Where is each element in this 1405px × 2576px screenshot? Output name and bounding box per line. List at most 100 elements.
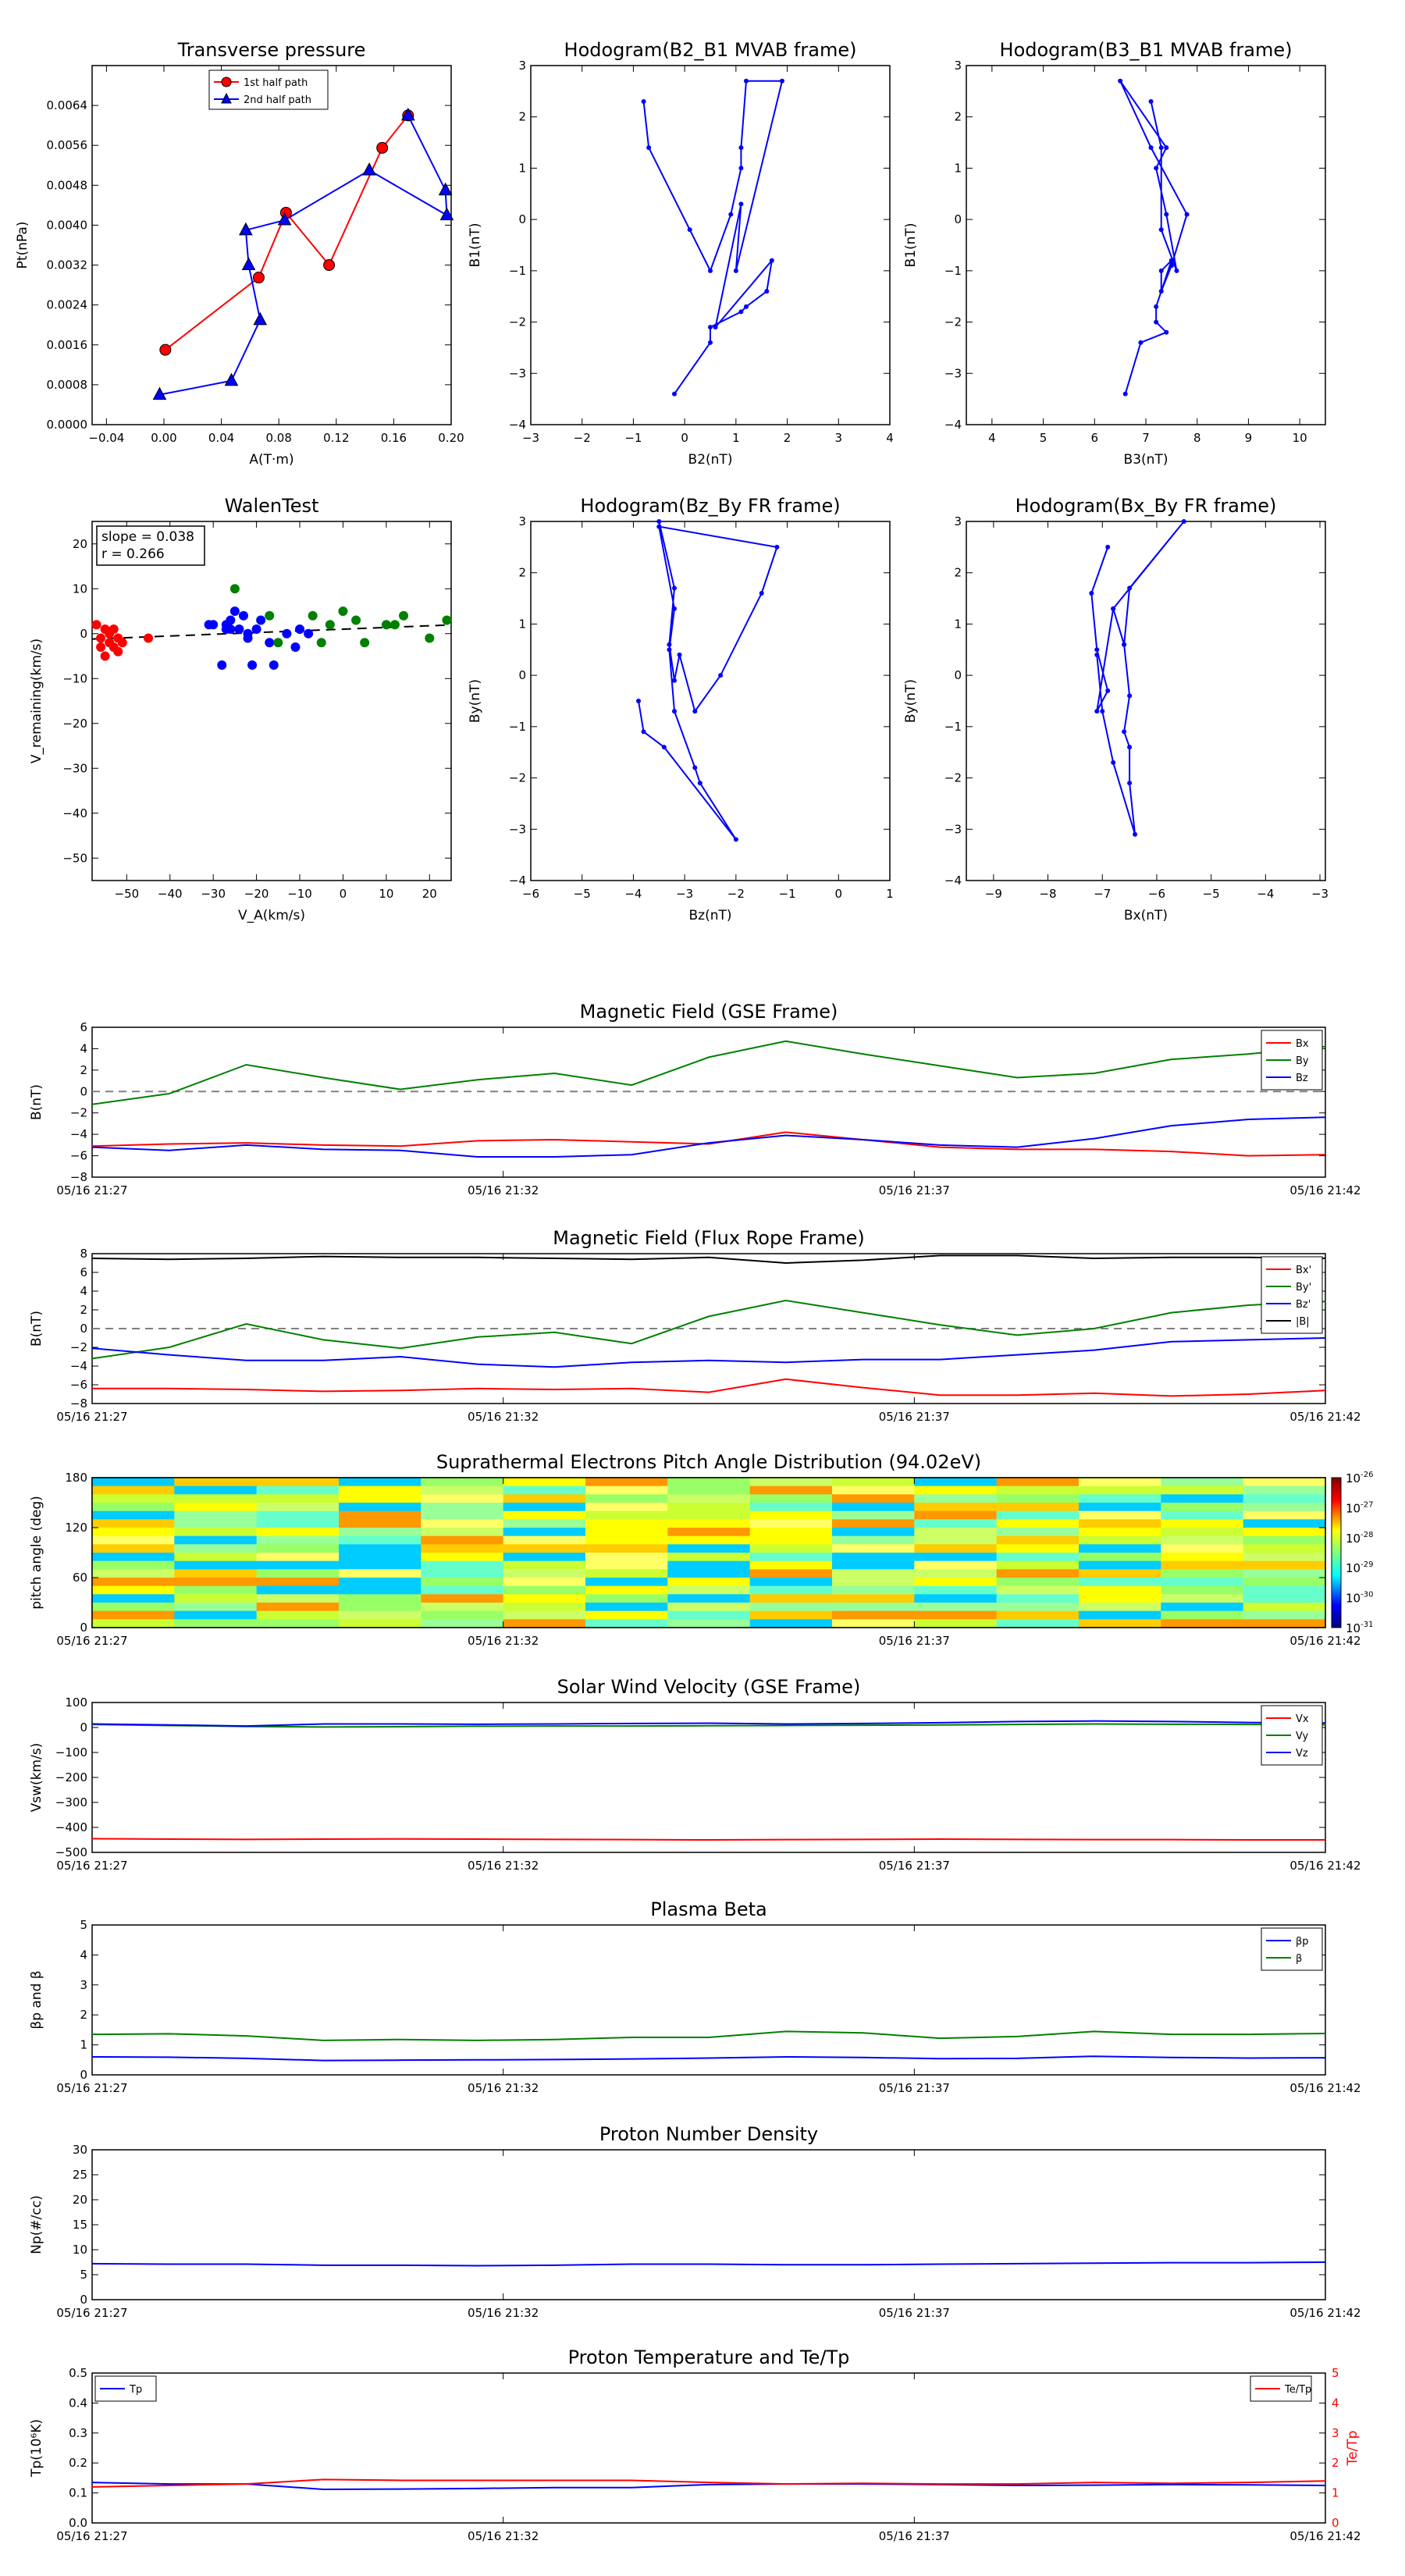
heatmap-cell [832,1494,915,1503]
heatmap-cell [585,1544,668,1553]
heatmap-cell [339,1619,422,1628]
data-point [744,78,749,84]
legend-label: Vz [1296,1748,1308,1759]
heatmap-cell [421,1560,504,1570]
heatmap-cell [1243,1528,1326,1537]
y-tick-label: 4 [80,1284,87,1298]
data-point [1164,145,1169,151]
y-tick-label: −50 [62,851,87,865]
y-axis-label-right: Te/Tp [1345,2431,1361,2467]
data-point [1127,693,1133,699]
x-tick-label: 20 [422,887,437,901]
heatmap-cell [1079,1503,1161,1512]
data-point [316,638,326,648]
heatmap-cell [1079,1569,1161,1578]
colorbar-tick-label: 10-30 [1346,1591,1373,1606]
heatmap-cell [585,1478,668,1487]
colorbar-exponent: -31 [1361,1621,1373,1629]
x-tick-label: −3 [522,431,539,445]
y-tick-label: 4 [80,1948,87,1962]
heatmap-cell [1243,1485,1326,1495]
heatmap-cell [92,1578,175,1587]
heatmap-cell [256,1535,340,1545]
data-point [672,585,677,591]
heatmap-cell [749,1494,833,1503]
legend-box [1261,1927,1323,1971]
data-point [100,651,110,661]
heatmap-cell [339,1494,422,1503]
heatmap-cell [749,1510,833,1520]
heatmap-cell [503,1510,586,1520]
y-tick-label: 60 [73,1571,87,1585]
heatmap-cell [749,1485,833,1495]
data-point [738,165,744,171]
x-tick-label: −50 [115,887,140,901]
data-point [708,268,713,273]
x-tick-label: −7 [1094,887,1111,901]
y-axis-label: V_remaining(km/s) [29,639,44,763]
y-tick-label: −2 [70,1106,87,1120]
data-point [144,633,154,643]
y-tick-label: −4 [70,1127,87,1141]
heatmap-cell [585,1560,668,1570]
heatmap-cell [503,1544,586,1553]
heatmap-cell [421,1578,504,1587]
data-point [646,145,652,151]
x-tick-label: 0.00 [151,431,176,445]
heatmap-cell [174,1594,258,1603]
data-point [1133,831,1138,837]
heatmap-cell [174,1528,258,1537]
x-tick-label: −6 [522,887,539,901]
x-tick-label: −5 [1203,887,1220,901]
legend-label: Bx [1296,1038,1309,1050]
heatmap-cell [667,1553,751,1562]
data-point [265,638,275,648]
x-tick-label: 0 [340,887,347,901]
x-tick-label: −20 [244,887,269,901]
legend-marker [221,92,232,104]
data-point [238,610,248,621]
x-tick-label: −2 [727,887,745,901]
heatmap-cell [832,1478,915,1487]
series-line [159,115,448,396]
heatmap-cell [1161,1578,1244,1587]
time-tick-label: 05/16 21:42 [1289,2081,1361,2095]
panel-hodo4: Hodogram(Bx_By FR frame) −4 −3 −2 −1 0 1 2 3 By(n… [903,495,1329,923]
colorbar-exponent: -30 [1361,1591,1373,1599]
chart-title: Transverse pressure [177,39,366,61]
annotation-text: r = 0.266 [101,546,165,562]
y-axis-label: By(nT) [468,679,483,723]
series-line [92,1378,1326,1397]
data-point [91,620,101,630]
series-line [1090,521,1185,835]
x-tick-label: 0 [681,431,688,445]
heatmap-cell [749,1553,833,1562]
heatmap-cell [832,1610,915,1620]
y-tick-label: 120 [65,1521,87,1535]
data-point [217,660,227,670]
heatmap-cell [421,1569,504,1578]
series-line [91,2030,1326,2041]
series-line [91,1299,1326,1360]
legend-label: By [1296,1055,1309,1067]
y-tick-label: 2 [954,110,962,124]
data-point [241,257,256,271]
heatmap-cell [749,1519,833,1528]
chart-title: Hodogram(B2_B1 MVAB frame) [564,39,857,61]
data-point [733,837,738,842]
heatmap-cell [832,1485,915,1495]
plot-frame [966,521,1326,881]
heatmap-cell [174,1553,258,1562]
y-axis-label: By(nT) [903,679,919,723]
x-tick-label: −30 [201,887,226,901]
y-tick-label: −1 [509,720,526,734]
data-point [399,610,409,621]
heatmap-cell [1161,1528,1244,1537]
heatmap-cell [92,1594,175,1603]
heatmap-cell [749,1578,833,1587]
heatmap-cell [174,1569,258,1578]
data-point [1154,304,1159,309]
y-tick-label: −4 [509,418,526,432]
heatmap-cell [256,1519,340,1528]
y-tick-label-right: 2 [1332,2456,1339,2470]
